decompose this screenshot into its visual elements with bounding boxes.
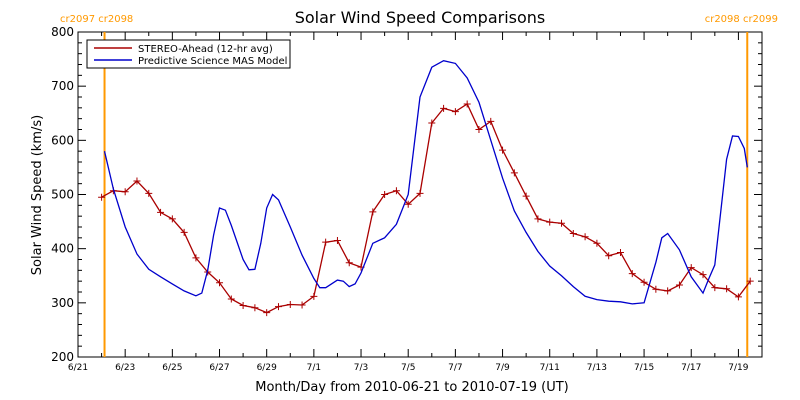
x-tick-label: 7/17 [681, 363, 701, 373]
data-point-marker [451, 108, 459, 116]
data-point-marker [687, 264, 695, 272]
y-tick-label: 500 [51, 188, 74, 202]
data-point-marker [322, 238, 330, 246]
data-point-marker [640, 278, 648, 286]
data-point-marker [98, 193, 106, 201]
x-tick-label: 7/15 [634, 363, 654, 373]
data-point-marker [675, 281, 683, 289]
data-point-marker [558, 219, 566, 227]
x-tick-label: 6/23 [115, 363, 135, 373]
data-point-marker [664, 287, 672, 295]
data-point-marker [475, 126, 483, 133]
data-point-marker [192, 254, 200, 262]
data-point-marker [345, 259, 353, 267]
data-point-marker [274, 303, 282, 311]
data-point-marker [628, 270, 636, 278]
data-point-marker [711, 284, 719, 292]
x-tick-label: 6/27 [209, 363, 229, 373]
data-point-marker [499, 146, 507, 154]
data-point-marker [145, 189, 153, 197]
x-tick-label: 7/1 [307, 363, 321, 373]
rotation-marker-label: cr2098 cr2099 [705, 14, 778, 25]
legend-label-mas-model: Predictive Science MAS Model [138, 56, 287, 67]
y-tick-label: 200 [51, 350, 74, 364]
x-tick-label: 7/11 [540, 363, 560, 373]
data-point-marker [605, 252, 613, 260]
data-point-marker [157, 208, 165, 216]
x-tick-label: 7/5 [401, 363, 415, 373]
x-tick-label: 7/13 [587, 363, 607, 373]
y-tick-label: 800 [51, 25, 74, 39]
data-point-marker [581, 233, 589, 241]
legend: STEREO-Ahead (12-hr avg) Predictive Scie… [86, 39, 291, 69]
legend-box [86, 39, 291, 69]
x-tick-labels: 6/21 6/23 6/25 6/27 6/29 7/1 7/3 7/5 7/7 7/9 7/11 7… [68, 363, 749, 373]
y-tick-label: 300 [51, 296, 74, 310]
data-point-marker [463, 100, 471, 108]
data-point-marker [392, 187, 400, 195]
data-point-marker [546, 218, 554, 226]
data-point-marker [216, 279, 224, 287]
legend-label-stereo: STEREO-Ahead (12-hr avg) [138, 44, 273, 55]
data-point-marker [723, 285, 731, 293]
y-axis-title: Solar Wind Speed (km/s) [30, 115, 45, 275]
data-point-marker [416, 189, 424, 197]
data-point-marker [510, 169, 518, 177]
y-tick-label: 400 [51, 242, 74, 256]
data-point-marker [699, 271, 707, 279]
rotation-markers: cr2097 cr2098 cr2098 cr2099 [60, 14, 778, 357]
data-point-marker [652, 285, 660, 293]
data-point-marker [593, 239, 601, 247]
rotation-marker-label: cr2097 cr2098 [60, 14, 133, 25]
data-point-marker [310, 292, 318, 300]
x-tick-label: 6/21 [68, 363, 88, 373]
data-point-marker [440, 104, 448, 112]
y-tick-label: 700 [51, 79, 74, 93]
data-point-marker [616, 248, 624, 256]
data-point-marker [534, 215, 542, 223]
y-tick-labels: 200 300 400 500 600 700 800 [51, 25, 74, 364]
data-point-marker [522, 192, 530, 200]
data-point-marker [121, 188, 129, 196]
data-point-marker [381, 191, 389, 198]
series-layer [98, 60, 754, 317]
x-tick-label: 7/9 [495, 363, 510, 373]
data-point-marker [239, 302, 247, 310]
data-point-marker [569, 230, 577, 237]
data-point-marker [286, 300, 294, 308]
data-point-marker [298, 301, 306, 309]
series-line-stereo [101, 103, 751, 314]
data-point-marker [251, 304, 259, 312]
data-point-marker [180, 228, 188, 236]
data-point-marker [227, 295, 235, 303]
x-tick-label: 6/29 [257, 363, 277, 373]
data-point-marker [487, 117, 495, 125]
data-point-marker [404, 200, 412, 208]
x-tick-label: 7/7 [448, 363, 462, 373]
x-axis-title: Month/Day from 2010-06-21 to 2010-07-19 … [255, 380, 568, 395]
axis-ticks [77, 31, 763, 358]
data-point-marker [428, 119, 436, 127]
x-tick-label: 7/3 [354, 363, 368, 373]
y-tick-label: 600 [51, 133, 74, 147]
chart-title: Solar Wind Speed Comparisons [295, 8, 546, 27]
x-tick-label: 7/19 [728, 363, 748, 373]
data-point-marker [369, 208, 377, 216]
data-point-marker [734, 293, 742, 301]
series-line-mas-model [103, 60, 748, 305]
data-point-marker [333, 237, 341, 245]
data-point-marker [168, 215, 176, 223]
data-point-marker [133, 177, 141, 185]
x-tick-label: 6/25 [162, 363, 182, 373]
data-point-marker [746, 277, 754, 285]
data-point-marker [263, 309, 271, 317]
